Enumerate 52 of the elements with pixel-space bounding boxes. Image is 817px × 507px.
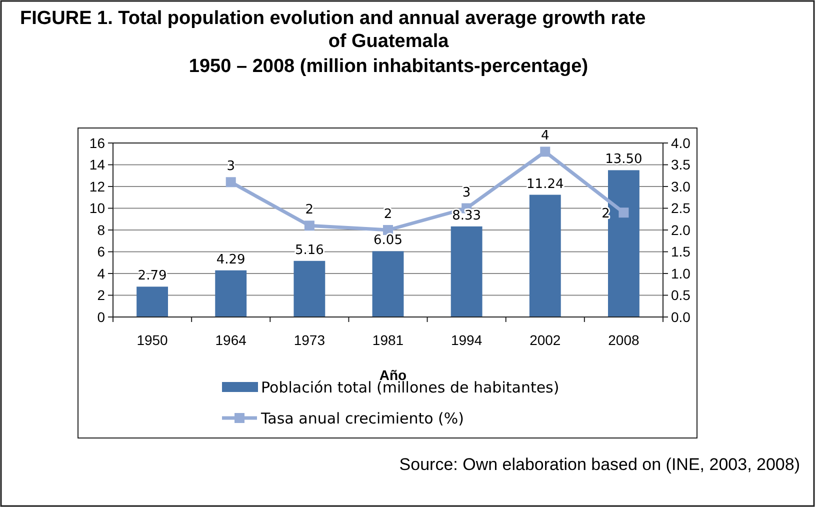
chart-title: FIGURE 1. Total population evolution and annual average growth rate of Guatemala [20, 8, 646, 52]
x-tick-label: 1950 [136, 332, 168, 348]
x-tick-label: 1964 [215, 332, 247, 348]
point [540, 146, 550, 157]
data-label: 11.24 [526, 176, 564, 192]
y2-tick-label: 1.5 [671, 244, 691, 260]
y-tick-label: 6 [97, 244, 106, 260]
y2-tick-label: 2.0 [671, 222, 691, 238]
y2-tick-label: 0.0 [671, 308, 691, 325]
bar [215, 270, 247, 317]
y-tick-label: 0 [97, 308, 106, 325]
y-tick-label: 12 [89, 178, 106, 194]
y-tick-label: 2 [97, 287, 106, 304]
data-label: 2 [384, 207, 392, 222]
point [226, 177, 236, 188]
data-label: 2 [305, 202, 314, 218]
bar [529, 194, 561, 317]
bar [136, 286, 168, 317]
y-tick-label: 10 [89, 200, 106, 216]
data-label: 6.05 [374, 233, 402, 248]
y-tick-label: 4 [97, 265, 106, 282]
legend-label: Tasa anual crecimiento (%) [260, 409, 464, 428]
bar [294, 260, 326, 317]
chart-subtitle: 1950 – 2008 (million inhabitants-percentage) [188, 56, 588, 77]
data-label: 4 [541, 128, 550, 144]
y2-tick-label: 4.0 [671, 134, 691, 151]
data-label: 8.33 [452, 208, 482, 224]
data-label: 5.16 [294, 242, 324, 258]
point [618, 208, 629, 218]
x-tick-label: 2002 [530, 332, 561, 348]
y2-tick-label: 3.0 [671, 178, 691, 194]
bar [608, 170, 640, 317]
x-tick-label: 2008 [608, 332, 640, 348]
y-tick-label: 8 [97, 222, 106, 238]
x-tick-label: 1994 [450, 332, 482, 348]
data-label: 3 [226, 159, 235, 174]
x-tick-label: 1973 [294, 332, 326, 348]
data-label: 4.29 [216, 252, 246, 268]
source-note: Source: Own elaboration based on (INE, 2003, 2008) [399, 455, 800, 474]
y-tick-label: 14 [89, 156, 106, 173]
y2-tick-label: 3.5 [671, 156, 691, 173]
bar [372, 251, 404, 317]
y-tick-label: 16 [89, 134, 106, 151]
data-label: 13.50 [605, 152, 642, 168]
y2-tick-label: 1.0 [671, 265, 691, 282]
point [304, 220, 314, 231]
y2-tick-label: 0.5 [671, 287, 691, 304]
y2-tick-label: 2.5 [671, 200, 691, 216]
bar [450, 226, 482, 317]
x-tick-label: 1981 [372, 332, 404, 348]
data-label: 2.79 [138, 268, 167, 284]
data-label: 3 [462, 185, 471, 200]
